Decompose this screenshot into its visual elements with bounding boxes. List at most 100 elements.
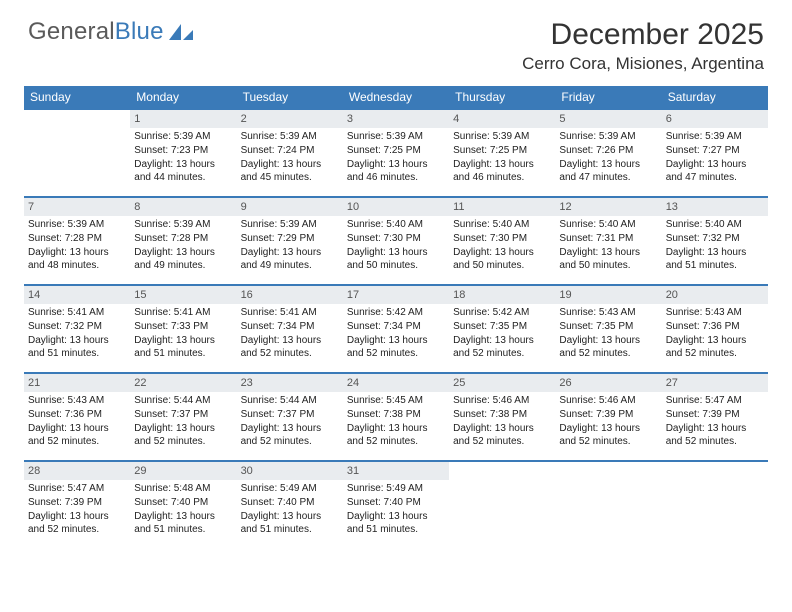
day-details: Sunrise: 5:39 AMSunset: 7:27 PMDaylight:… bbox=[666, 130, 764, 184]
sunset-line: Sunset: 7:34 PM bbox=[347, 320, 445, 333]
day-number: 1 bbox=[130, 110, 236, 128]
daylight-line: Daylight: 13 hours and 51 minutes. bbox=[666, 246, 764, 272]
sunset-line: Sunset: 7:37 PM bbox=[241, 408, 339, 421]
sunrise-line: Sunrise: 5:47 AM bbox=[28, 482, 126, 495]
sunset-line: Sunset: 7:40 PM bbox=[347, 496, 445, 509]
daylight-line: Daylight: 13 hours and 52 minutes. bbox=[347, 334, 445, 360]
day-cell: 16Sunrise: 5:41 AMSunset: 7:34 PMDayligh… bbox=[237, 285, 343, 373]
day-details: Sunrise: 5:41 AMSunset: 7:32 PMDaylight:… bbox=[28, 306, 126, 360]
day-cell: 19 Sunrise: 5:43 AMSunset: 7:35 PMDayligh… bbox=[555, 285, 661, 373]
sunset-line: Sunset: 7:25 PM bbox=[347, 144, 445, 157]
daylight-line: Daylight: 13 hours and 46 minutes. bbox=[453, 158, 551, 184]
day-cell: 31Sunrise: 5:49 AMSunset: 7:40 PMDayligh… bbox=[343, 461, 449, 549]
sunrise-line: Sunrise: 5:40 AM bbox=[453, 218, 551, 231]
sunset-line: Sunset: 7:36 PM bbox=[666, 320, 764, 333]
day-number: 28 bbox=[24, 462, 130, 480]
sunrise-line: Sunrise: 5:39 AM bbox=[28, 218, 126, 231]
daylight-line: Daylight: 13 hours and 52 minutes. bbox=[347, 422, 445, 448]
sunrise-line: Sunrise: 5:43 AM bbox=[559, 306, 657, 319]
day-cell: 27Sunrise: 5:47 AMSunset: 7:39 PMDayligh… bbox=[662, 373, 768, 461]
day-cell: 18Sunrise: 5:42 AMSunset: 7:35 PMDayligh… bbox=[449, 285, 555, 373]
daylight-line: Daylight: 13 hours and 52 minutes. bbox=[28, 422, 126, 448]
day-number: 20 bbox=[662, 286, 768, 304]
day-number: 10 bbox=[343, 198, 449, 216]
day-details: Sunrise: 5:41 AMSunset: 7:34 PMDaylight:… bbox=[241, 306, 339, 360]
daylight-line: Daylight: 13 hours and 44 minutes. bbox=[134, 158, 232, 184]
sunrise-line: Sunrise: 5:43 AM bbox=[666, 306, 764, 319]
sunset-line: Sunset: 7:32 PM bbox=[28, 320, 126, 333]
sunrise-line: Sunrise: 5:46 AM bbox=[453, 394, 551, 407]
calendar-head: SundayMondayTuesdayWednesdayThursdayFrid… bbox=[24, 86, 768, 109]
day-details: Sunrise: 5:47 AMSunset: 7:39 PMDaylight:… bbox=[28, 482, 126, 536]
sunset-line: Sunset: 7:29 PM bbox=[241, 232, 339, 245]
weekday-header: Tuesday bbox=[237, 86, 343, 109]
daylight-line: Daylight: 13 hours and 52 minutes. bbox=[559, 422, 657, 448]
day-details: Sunrise: 5:39 AMSunset: 7:28 PMDaylight:… bbox=[134, 218, 232, 272]
day-number: 29 bbox=[130, 462, 236, 480]
day-number: 25 bbox=[449, 374, 555, 392]
sunrise-line: Sunrise: 5:39 AM bbox=[241, 218, 339, 231]
sunrise-line: Sunrise: 5:39 AM bbox=[134, 130, 232, 143]
daylight-line: Daylight: 13 hours and 45 minutes. bbox=[241, 158, 339, 184]
daylight-line: Daylight: 13 hours and 52 minutes. bbox=[28, 510, 126, 536]
day-cell: 30 Sunrise: 5:49 AMSunset: 7:40 PMDayligh… bbox=[237, 461, 343, 549]
day-cell: 5Sunrise: 5:39 AMSunset: 7:26 PMDaylight… bbox=[555, 109, 661, 197]
day-number: 6 bbox=[662, 110, 768, 128]
day-number: 23 bbox=[237, 374, 343, 392]
sunrise-line: Sunrise: 5:41 AM bbox=[134, 306, 232, 319]
weekday-header: Thursday bbox=[449, 86, 555, 109]
daylight-line: Daylight: 13 hours and 49 minutes. bbox=[134, 246, 232, 272]
daylight-line: Daylight: 13 hours and 48 minutes. bbox=[28, 246, 126, 272]
day-cell: 28 Sunrise: 5:47 AMSunset: 7:39 PMDayligh… bbox=[24, 461, 130, 549]
day-details: Sunrise: 5:47 AMSunset: 7:39 PMDaylight:… bbox=[666, 394, 764, 448]
day-cell: 4 Sunrise: 5:39 AMSunset: 7:25 PMDaylight… bbox=[449, 109, 555, 197]
sail-icon bbox=[168, 22, 194, 42]
weekday-header: Saturday bbox=[662, 86, 768, 109]
day-cell: 11Sunrise: 5:40 AMSunset: 7:30 PMDayligh… bbox=[449, 197, 555, 285]
day-number: 14 bbox=[24, 286, 130, 304]
daylight-line: Daylight: 13 hours and 52 minutes. bbox=[241, 334, 339, 360]
sunset-line: Sunset: 7:34 PM bbox=[241, 320, 339, 333]
sunrise-line: Sunrise: 5:49 AM bbox=[241, 482, 339, 495]
sunset-line: Sunset: 7:30 PM bbox=[347, 232, 445, 245]
sunrise-line: Sunrise: 5:41 AM bbox=[241, 306, 339, 319]
daylight-line: Daylight: 13 hours and 49 minutes. bbox=[241, 246, 339, 272]
sunrise-line: Sunrise: 5:40 AM bbox=[666, 218, 764, 231]
day-details: Sunrise: 5:43 AMSunset: 7:35 PMDaylight:… bbox=[559, 306, 657, 360]
empty-cell bbox=[24, 109, 130, 197]
sunrise-line: Sunrise: 5:41 AM bbox=[28, 306, 126, 319]
sunset-line: Sunset: 7:35 PM bbox=[559, 320, 657, 333]
day-cell: 22Sunrise: 5:44 AMSunset: 7:37 PMDayligh… bbox=[130, 373, 236, 461]
day-details: Sunrise: 5:44 AMSunset: 7:37 PMDaylight:… bbox=[241, 394, 339, 448]
daylight-line: Daylight: 13 hours and 50 minutes. bbox=[347, 246, 445, 272]
day-number: 12 bbox=[555, 198, 661, 216]
weekday-header: Sunday bbox=[24, 86, 130, 109]
day-number: 30 bbox=[237, 462, 343, 480]
sunset-line: Sunset: 7:28 PM bbox=[134, 232, 232, 245]
sunrise-line: Sunrise: 5:42 AM bbox=[347, 306, 445, 319]
sunrise-line: Sunrise: 5:39 AM bbox=[666, 130, 764, 143]
day-number: 19 bbox=[555, 286, 661, 304]
brand-logo: GeneralBlue bbox=[28, 18, 194, 46]
day-details: Sunrise: 5:49 AMSunset: 7:40 PMDaylight:… bbox=[241, 482, 339, 536]
sunrise-line: Sunrise: 5:45 AM bbox=[347, 394, 445, 407]
day-cell: 12Sunrise: 5:40 AMSunset: 7:31 PMDayligh… bbox=[555, 197, 661, 285]
sunrise-line: Sunrise: 5:46 AM bbox=[559, 394, 657, 407]
day-details: Sunrise: 5:40 AMSunset: 7:32 PMDaylight:… bbox=[666, 218, 764, 272]
sunset-line: Sunset: 7:27 PM bbox=[666, 144, 764, 157]
day-details: Sunrise: 5:45 AMSunset: 7:38 PMDaylight:… bbox=[347, 394, 445, 448]
weekday-header: Wednesday bbox=[343, 86, 449, 109]
day-details: Sunrise: 5:48 AMSunset: 7:40 PMDaylight:… bbox=[134, 482, 232, 536]
sunset-line: Sunset: 7:23 PM bbox=[134, 144, 232, 157]
calendar-row: 14Sunrise: 5:41 AMSunset: 7:32 PMDayligh… bbox=[24, 285, 768, 373]
day-details: Sunrise: 5:49 AMSunset: 7:40 PMDaylight:… bbox=[347, 482, 445, 536]
day-details: Sunrise: 5:44 AMSunset: 7:37 PMDaylight:… bbox=[134, 394, 232, 448]
daylight-line: Daylight: 13 hours and 51 minutes. bbox=[241, 510, 339, 536]
sunrise-line: Sunrise: 5:47 AM bbox=[666, 394, 764, 407]
calendar-row: 21Sunrise: 5:43 AMSunset: 7:36 PMDayligh… bbox=[24, 373, 768, 461]
day-details: Sunrise: 5:40 AMSunset: 7:30 PMDaylight:… bbox=[453, 218, 551, 272]
day-number: 4 bbox=[449, 110, 555, 128]
sunset-line: Sunset: 7:40 PM bbox=[134, 496, 232, 509]
sunset-line: Sunset: 7:37 PM bbox=[134, 408, 232, 421]
day-details: Sunrise: 5:39 AMSunset: 7:25 PMDaylight:… bbox=[453, 130, 551, 184]
